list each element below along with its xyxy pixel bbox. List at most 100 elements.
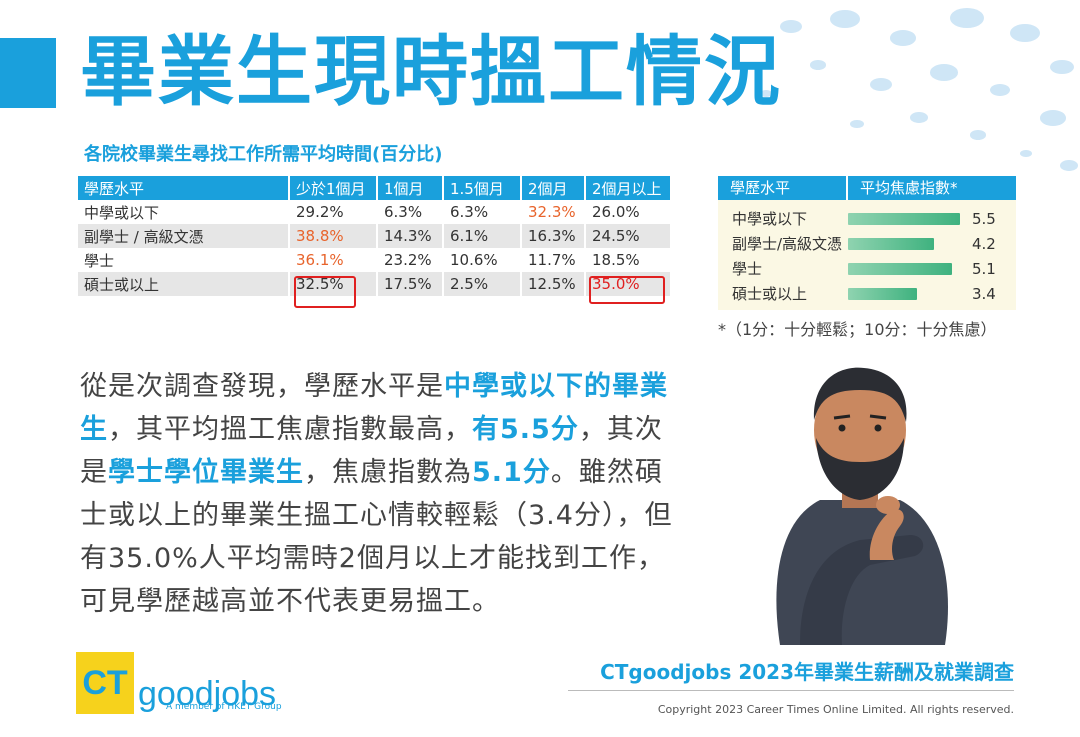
decorative-dot bbox=[970, 130, 986, 140]
decorative-dot bbox=[910, 112, 928, 123]
table-cell: 14.3% bbox=[378, 224, 444, 248]
header-cell: 學歷水平 bbox=[718, 176, 848, 200]
anxiety-footnote: *（1分：十分輕鬆；10分：十分焦慮） bbox=[718, 320, 997, 339]
decorative-dot bbox=[990, 84, 1010, 96]
header-cell: 學歷水平 bbox=[78, 176, 290, 200]
anxiety-table-body: 中學或以下 5.5 副學士/高級文憑 4.2 學士 5.1 碩士或以上 3.4 bbox=[718, 200, 1016, 310]
decorative-dot bbox=[1040, 110, 1066, 126]
paragraph-emphasis: 有5.5分 bbox=[472, 414, 579, 445]
anxiety-row-label: 學士 bbox=[732, 260, 763, 278]
logo-subtext: A member of HKET Group bbox=[166, 702, 282, 712]
table-cell-highlight: 38.8% bbox=[290, 224, 378, 248]
table-cell-highlight: 32.3% bbox=[522, 200, 586, 224]
table-cell: 18.5% bbox=[586, 248, 672, 272]
anxiety-row: 學士 5.1 bbox=[718, 256, 1016, 281]
table-cell: 32.5% bbox=[290, 272, 378, 296]
table-cell: 12.5% bbox=[522, 272, 586, 296]
anxiety-bar bbox=[848, 287, 918, 300]
page-title: 畢業生現時搵工情況 bbox=[80, 27, 782, 116]
header-cell: 平均焦慮指數* bbox=[860, 179, 958, 197]
decorative-dots bbox=[740, 0, 1080, 200]
header-cell: 少於1個月 bbox=[290, 176, 378, 200]
table-subtitle: 各院校畢業生尋找工作所需平均時間(百分比) bbox=[84, 144, 443, 165]
decorative-dot bbox=[780, 20, 802, 34]
anxiety-row: 碩士或以上 3.4 bbox=[718, 281, 1016, 306]
paragraph-emphasis: 學士學位畢業生 bbox=[108, 457, 304, 488]
table-cell: 17.5% bbox=[378, 272, 444, 296]
paragraph-text: 從是次調查發現，學歷水平是 bbox=[80, 371, 444, 402]
header-cell: 2個月以上 bbox=[586, 176, 672, 200]
logo-ct-mark: CT bbox=[76, 652, 134, 714]
decorative-dot bbox=[810, 60, 826, 70]
table-row: 中學或以下 29.2% 6.3% 6.3% 32.3% 26.0% bbox=[78, 200, 672, 224]
copyright-text: Copyright 2023 Career Times Online Limit… bbox=[657, 703, 1014, 716]
row-label: 副學士 / 高級文憑 bbox=[78, 224, 290, 248]
table-cell: 26.0% bbox=[586, 200, 672, 224]
paragraph-emphasis: 5.1分 bbox=[472, 457, 551, 488]
anxiety-bar-track bbox=[848, 237, 960, 250]
anxiety-bar bbox=[848, 262, 952, 275]
paragraph-emphasis: 中學或以下的畢業生 bbox=[80, 371, 668, 445]
summary-paragraph: 從是次調查發現，學歷水平是中學或以下的畢業生，其平均搵工焦慮指數最高，有5.5分… bbox=[80, 365, 690, 623]
anxiety-row-label: 中學或以下 bbox=[732, 210, 808, 228]
logo-goodjobs-text: goodjobs bbox=[138, 675, 277, 713]
table-cell: 6.3% bbox=[378, 200, 444, 224]
anxiety-value: 5.5 bbox=[972, 209, 996, 228]
table-row: 副學士 / 高級文憑 38.8% 14.3% 6.1% 16.3% 24.5% bbox=[78, 224, 672, 248]
table-row: 碩士或以上 32.5% 17.5% 2.5% 12.5% 35.0% bbox=[78, 272, 672, 296]
job-search-time-table: 學歷水平 少於1個月 1個月 1.5個月 2個月 2個月以上 中學或以下 29.… bbox=[78, 176, 672, 296]
anxiety-value: 5.1 bbox=[972, 259, 996, 278]
row-label: 碩士或以上 bbox=[78, 272, 290, 296]
thinking-man-illustration bbox=[776, 367, 948, 645]
anxiety-bar bbox=[848, 237, 934, 250]
anxiety-bar-track bbox=[848, 212, 960, 225]
anxiety-row-label: 碩士或以上 bbox=[732, 285, 808, 303]
header-cell: 1個月 bbox=[378, 176, 444, 200]
decorative-dot bbox=[1050, 60, 1074, 75]
paragraph-text: 。雖然碩士或以上的畢業生搵工心情較輕鬆（3.4分），但有35.0%人平均需時2個… bbox=[80, 457, 673, 617]
table-row: 學士 36.1% 23.2% 10.6% 11.7% 18.5% bbox=[78, 248, 672, 272]
decorative-dot bbox=[870, 78, 892, 92]
survey-title: CTgoodjobs 2023年畢業生薪酬及就業調查 bbox=[600, 660, 1014, 684]
decorative-dot bbox=[1020, 150, 1032, 158]
anxiety-row: 中學或以下 5.5 bbox=[718, 206, 1016, 231]
table-cell: 29.2% bbox=[290, 200, 378, 224]
paragraph-text: ，其次是 bbox=[80, 414, 663, 488]
highlight-box bbox=[294, 276, 356, 308]
table-cell: 6.1% bbox=[444, 224, 522, 248]
table-cell: 2.5% bbox=[444, 272, 522, 296]
table-cell: 11.7% bbox=[522, 248, 586, 272]
decorative-dot bbox=[890, 30, 916, 46]
decorative-dot bbox=[1060, 160, 1078, 171]
anxiety-row: 副學士/高級文憑 4.2 bbox=[718, 231, 1016, 256]
decorative-dot bbox=[850, 120, 864, 129]
anxiety-row-label: 副學士/高級文憑 bbox=[732, 235, 843, 253]
decorative-dot bbox=[830, 10, 860, 28]
table-cell-highlight: 36.1% bbox=[290, 248, 378, 272]
table-cell: 16.3% bbox=[522, 224, 586, 248]
title-accent-bar bbox=[0, 38, 56, 108]
table-cell: 23.2% bbox=[378, 248, 444, 272]
anxiety-table-header: 學歷水平 平均焦慮指數* bbox=[718, 176, 1016, 200]
decorative-dot bbox=[1010, 24, 1040, 42]
ctgoodjobs-logo: CT goodjobs A member of HKET Group bbox=[76, 652, 282, 714]
row-label: 學士 bbox=[78, 248, 290, 272]
header-cell: 1.5個月 bbox=[444, 176, 522, 200]
highlight-box bbox=[589, 276, 665, 304]
paragraph-text: ，其平均搵工焦慮指數最高， bbox=[108, 414, 472, 445]
table-cell: 10.6% bbox=[444, 248, 522, 272]
row-label: 中學或以下 bbox=[78, 200, 290, 224]
anxiety-bar-track bbox=[848, 262, 960, 275]
header-cell: 2個月 bbox=[522, 176, 586, 200]
table-header-row: 學歷水平 少於1個月 1個月 1.5個月 2個月 2個月以上 bbox=[78, 176, 672, 200]
anxiety-value: 4.2 bbox=[972, 234, 996, 253]
decorative-dot bbox=[930, 64, 958, 81]
table-cell: 6.3% bbox=[444, 200, 522, 224]
anxiety-value: 3.4 bbox=[972, 284, 996, 303]
anxiety-bar bbox=[848, 212, 960, 225]
decorative-dot bbox=[950, 8, 984, 29]
footer-divider bbox=[568, 690, 1014, 691]
anxiety-bar-track bbox=[848, 287, 960, 300]
table-cell: 24.5% bbox=[586, 224, 672, 248]
decorative-dot bbox=[760, 90, 772, 98]
